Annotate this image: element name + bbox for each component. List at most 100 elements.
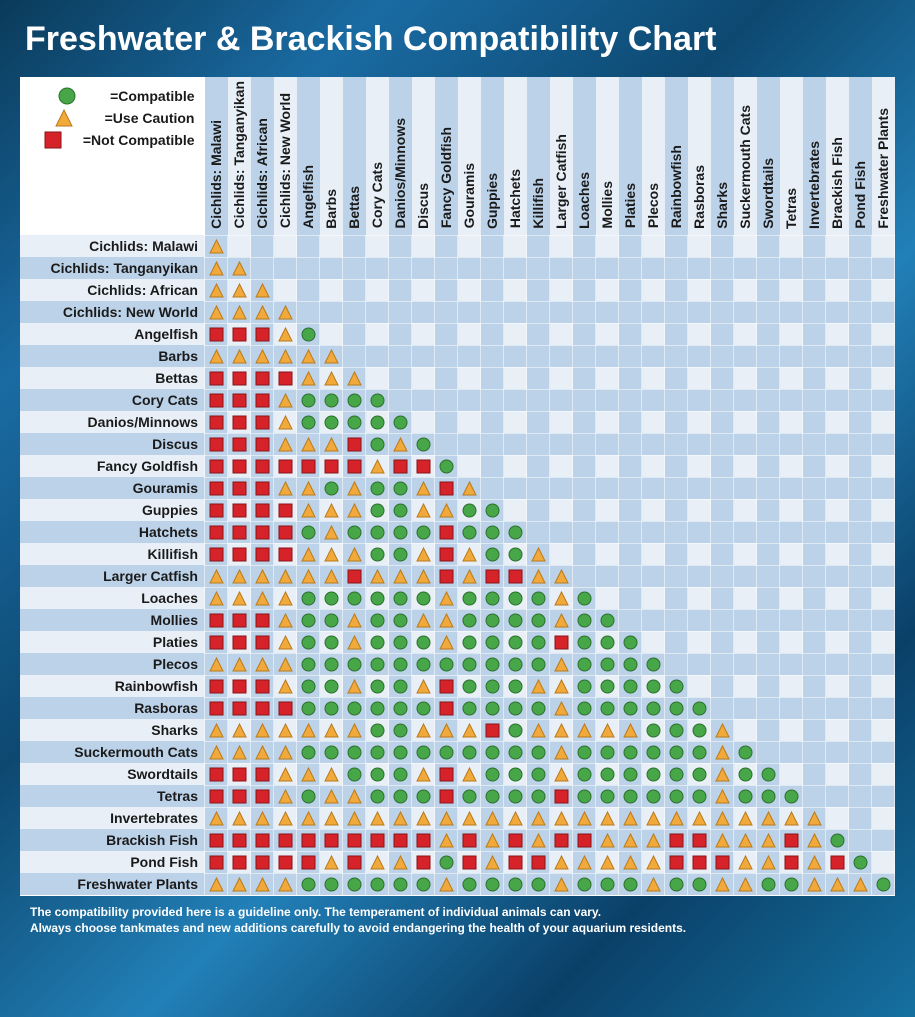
compat-cell: [274, 257, 297, 279]
compat-cell: [320, 301, 343, 323]
compat-cell: [642, 455, 665, 477]
compat-cell: [619, 675, 642, 697]
compat-cell: [665, 851, 688, 873]
compat-cell: [665, 433, 688, 455]
compat-cell: [251, 477, 274, 499]
compat-cell: [619, 587, 642, 609]
row-header: Cichlids: Tanganyikan: [20, 257, 205, 279]
compat-cell: [642, 323, 665, 345]
compat-cell: [665, 587, 688, 609]
compat-cell: [826, 631, 849, 653]
compat-cell: [573, 257, 596, 279]
compat-cell: [205, 367, 228, 389]
compat-cell: [757, 367, 780, 389]
compat-cell: [665, 345, 688, 367]
compatibility-table: =Compatible=Use Caution=Not CompatibleCi…: [20, 77, 895, 896]
compat-cell: [642, 785, 665, 807]
compat-cell: [343, 785, 366, 807]
compat-cell: [343, 543, 366, 565]
compat-cell: [412, 235, 435, 257]
compat-cell: [757, 807, 780, 829]
compat-cell: [872, 763, 895, 785]
compat-cell: [504, 829, 527, 851]
compat-cell: [849, 521, 872, 543]
compat-cell: [274, 367, 297, 389]
compat-cell: [412, 345, 435, 367]
compat-cell: [665, 873, 688, 895]
compat-cell: [619, 609, 642, 631]
compat-cell: [642, 697, 665, 719]
compat-cell: [573, 279, 596, 301]
compat-cell: [228, 323, 251, 345]
compat-cell: [550, 631, 573, 653]
compat-cell: [435, 389, 458, 411]
col-header-label: Brackish Fish: [829, 137, 845, 229]
compat-cell: [458, 609, 481, 631]
compat-cell: [205, 301, 228, 323]
col-header-label: Angelfish: [300, 165, 316, 229]
compat-cell: [205, 719, 228, 741]
compat-cell: [711, 675, 734, 697]
compat-cell: [343, 873, 366, 895]
compat-cell: [872, 323, 895, 345]
compat-cell: [458, 345, 481, 367]
col-header: Killifish: [527, 77, 550, 235]
compat-cell: [435, 455, 458, 477]
compat-cell: [619, 279, 642, 301]
compat-cell: [481, 653, 504, 675]
compat-cell: [481, 763, 504, 785]
compat-cell: [757, 631, 780, 653]
compat-cell: [665, 323, 688, 345]
col-header-label: Tetras: [783, 188, 799, 229]
compat-cell: [780, 411, 803, 433]
compat-cell: [642, 477, 665, 499]
compat-cell: [757, 433, 780, 455]
compat-cell: [389, 829, 412, 851]
compat-cell: [504, 235, 527, 257]
row-header: Barbs: [20, 345, 205, 367]
compat-cell: [251, 499, 274, 521]
col-header: Barbs: [320, 77, 343, 235]
compat-cell: [343, 411, 366, 433]
compat-cell: [872, 279, 895, 301]
compat-cell: [527, 697, 550, 719]
compat-cell: [389, 235, 412, 257]
compat-cell: [849, 609, 872, 631]
compat-cell: [389, 257, 412, 279]
compat-cell: [826, 807, 849, 829]
compat-cell: [642, 389, 665, 411]
compat-cell: [734, 763, 757, 785]
compat-cell: [205, 851, 228, 873]
compat-cell: [849, 587, 872, 609]
compat-cell: [688, 257, 711, 279]
compat-cell: [596, 785, 619, 807]
compat-cell: [826, 521, 849, 543]
col-header: Cichlids: New World: [274, 77, 297, 235]
compat-cell: [849, 631, 872, 653]
compat-cell: [435, 301, 458, 323]
compat-cell: [803, 851, 826, 873]
compat-cell: [527, 785, 550, 807]
compat-cell: [550, 411, 573, 433]
compat-cell: [205, 279, 228, 301]
compat-cell: [849, 389, 872, 411]
compat-cell: [803, 741, 826, 763]
compat-cell: [849, 807, 872, 829]
compat-cell: [389, 587, 412, 609]
compat-cell: [458, 279, 481, 301]
compat-cell: [412, 609, 435, 631]
compat-cell: [573, 609, 596, 631]
row-header: Brackish Fish: [20, 829, 205, 851]
compat-cell: [757, 741, 780, 763]
compat-cell: [504, 565, 527, 587]
compat-cell: [688, 675, 711, 697]
col-header-label: Barbs: [323, 189, 339, 229]
compat-cell: [872, 719, 895, 741]
compat-cell: [757, 257, 780, 279]
compat-cell: [366, 257, 389, 279]
compat-cell: [757, 873, 780, 895]
compat-cell: [826, 587, 849, 609]
compat-cell: [228, 455, 251, 477]
compat-cell: [527, 565, 550, 587]
compat-cell: [458, 455, 481, 477]
